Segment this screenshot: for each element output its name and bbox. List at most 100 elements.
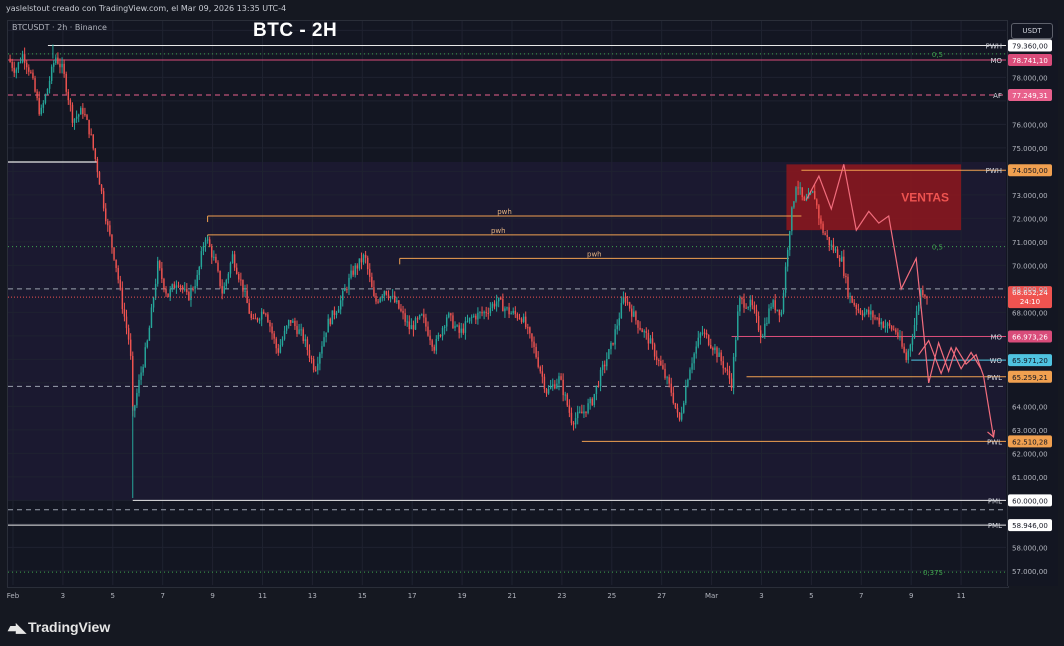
candle-body [714, 347, 716, 351]
candle-body [221, 286, 223, 294]
candle-body [545, 389, 548, 394]
candle-body [23, 54, 26, 63]
candle-body [606, 358, 608, 367]
candle-body [631, 308, 633, 317]
candle-body [98, 172, 101, 185]
candle-body [400, 308, 402, 311]
candle-body [433, 346, 435, 351]
candle-body [502, 299, 504, 312]
candle-body [637, 320, 639, 328]
candle-body [17, 62, 20, 70]
candle-body [689, 369, 691, 380]
candle-body [497, 297, 500, 302]
candle-body [510, 313, 512, 315]
candle-body [42, 102, 45, 108]
candle-body [728, 370, 731, 379]
candle-body [755, 309, 758, 317]
y-tick-label: 57.000,00 [1012, 568, 1048, 576]
candle-body [903, 346, 905, 353]
candle-body [454, 325, 456, 329]
candle-body [628, 302, 631, 309]
candle-body [477, 312, 479, 320]
candle-body [300, 329, 302, 331]
candle-body [695, 346, 697, 354]
level-label: MO [990, 334, 1002, 342]
candle-body [208, 239, 211, 247]
candle-body [764, 323, 766, 336]
candle-body [506, 307, 508, 309]
candle-body [148, 327, 151, 341]
candle-body [884, 325, 887, 328]
candle-body [743, 299, 745, 308]
candle-body [28, 67, 30, 72]
currency-unit-button[interactable]: USDT [1011, 23, 1053, 39]
candle-body [104, 208, 107, 222]
candle-body [649, 338, 652, 344]
candle-body [560, 376, 562, 380]
candle-body [701, 332, 704, 334]
pwh-label: pwh [497, 208, 512, 216]
candle-body [664, 368, 666, 378]
y-tick-label: 64.000,00 [1012, 403, 1048, 411]
candle-body [759, 330, 762, 338]
candle-body [9, 58, 11, 62]
candle-body [691, 363, 693, 370]
y-tick-label: 62.000,00 [1012, 450, 1048, 458]
candle-body [225, 279, 228, 287]
candle-body [134, 405, 136, 411]
price-badge [1008, 519, 1052, 532]
candle-body [620, 303, 623, 319]
candle-body [217, 262, 219, 271]
candle-body [240, 279, 242, 281]
candle-body [252, 318, 255, 320]
candle-body [402, 310, 404, 314]
candle-body [296, 326, 298, 334]
candle-body [125, 316, 128, 329]
candle-body [851, 296, 853, 303]
candle-body [132, 355, 134, 411]
candle-body [585, 411, 587, 414]
chart-svg[interactable]: VENTAS PWH 79.360,00 0,5 MO 78.741,10 AF 77.249… [0, 0, 1064, 604]
candle-body [601, 364, 604, 370]
candle-body [337, 309, 340, 313]
candle-body [699, 333, 702, 338]
candle-body [331, 310, 334, 325]
x-tick-label: 17 [408, 592, 417, 600]
candle-body [541, 371, 544, 377]
candle-body [441, 327, 444, 337]
price-badge-label: 78.741,10 [1012, 57, 1048, 65]
fib-label: 0,5 [932, 51, 943, 59]
candle-body [485, 311, 487, 314]
candle-body [358, 258, 361, 269]
y-tick-label: 78.000,00 [1012, 74, 1048, 82]
candle-body [662, 365, 664, 369]
candle-body [753, 305, 756, 310]
price-badge-label: 62.510,28 [1012, 438, 1048, 446]
candle-body [427, 326, 429, 336]
candle-body [393, 295, 396, 303]
candle-body [169, 289, 171, 298]
candle-body [778, 309, 781, 316]
candle-body [412, 325, 415, 330]
candle-body [448, 313, 450, 318]
candle-body [362, 254, 365, 263]
candle-body [67, 91, 70, 101]
candle-body [838, 258, 841, 262]
candle-body [308, 349, 311, 359]
candle-body [524, 316, 527, 328]
x-tick-label: 15 [358, 592, 367, 600]
level-label: PML [988, 522, 1002, 530]
y-tick-label: 69.000,00 [1012, 286, 1048, 294]
candle-body [90, 134, 92, 136]
x-tick-label: 25 [607, 592, 616, 600]
candle-body [327, 318, 329, 333]
candle-body [703, 332, 706, 334]
candle-body [50, 66, 53, 81]
candle-body [342, 291, 344, 301]
candle-body [549, 386, 552, 389]
candle-body [554, 384, 556, 389]
candle-body [196, 274, 198, 287]
candle-body [65, 73, 67, 92]
candle-body [822, 223, 824, 233]
tradingview-logo[interactable]: ▰◣ TradingView [8, 619, 110, 636]
